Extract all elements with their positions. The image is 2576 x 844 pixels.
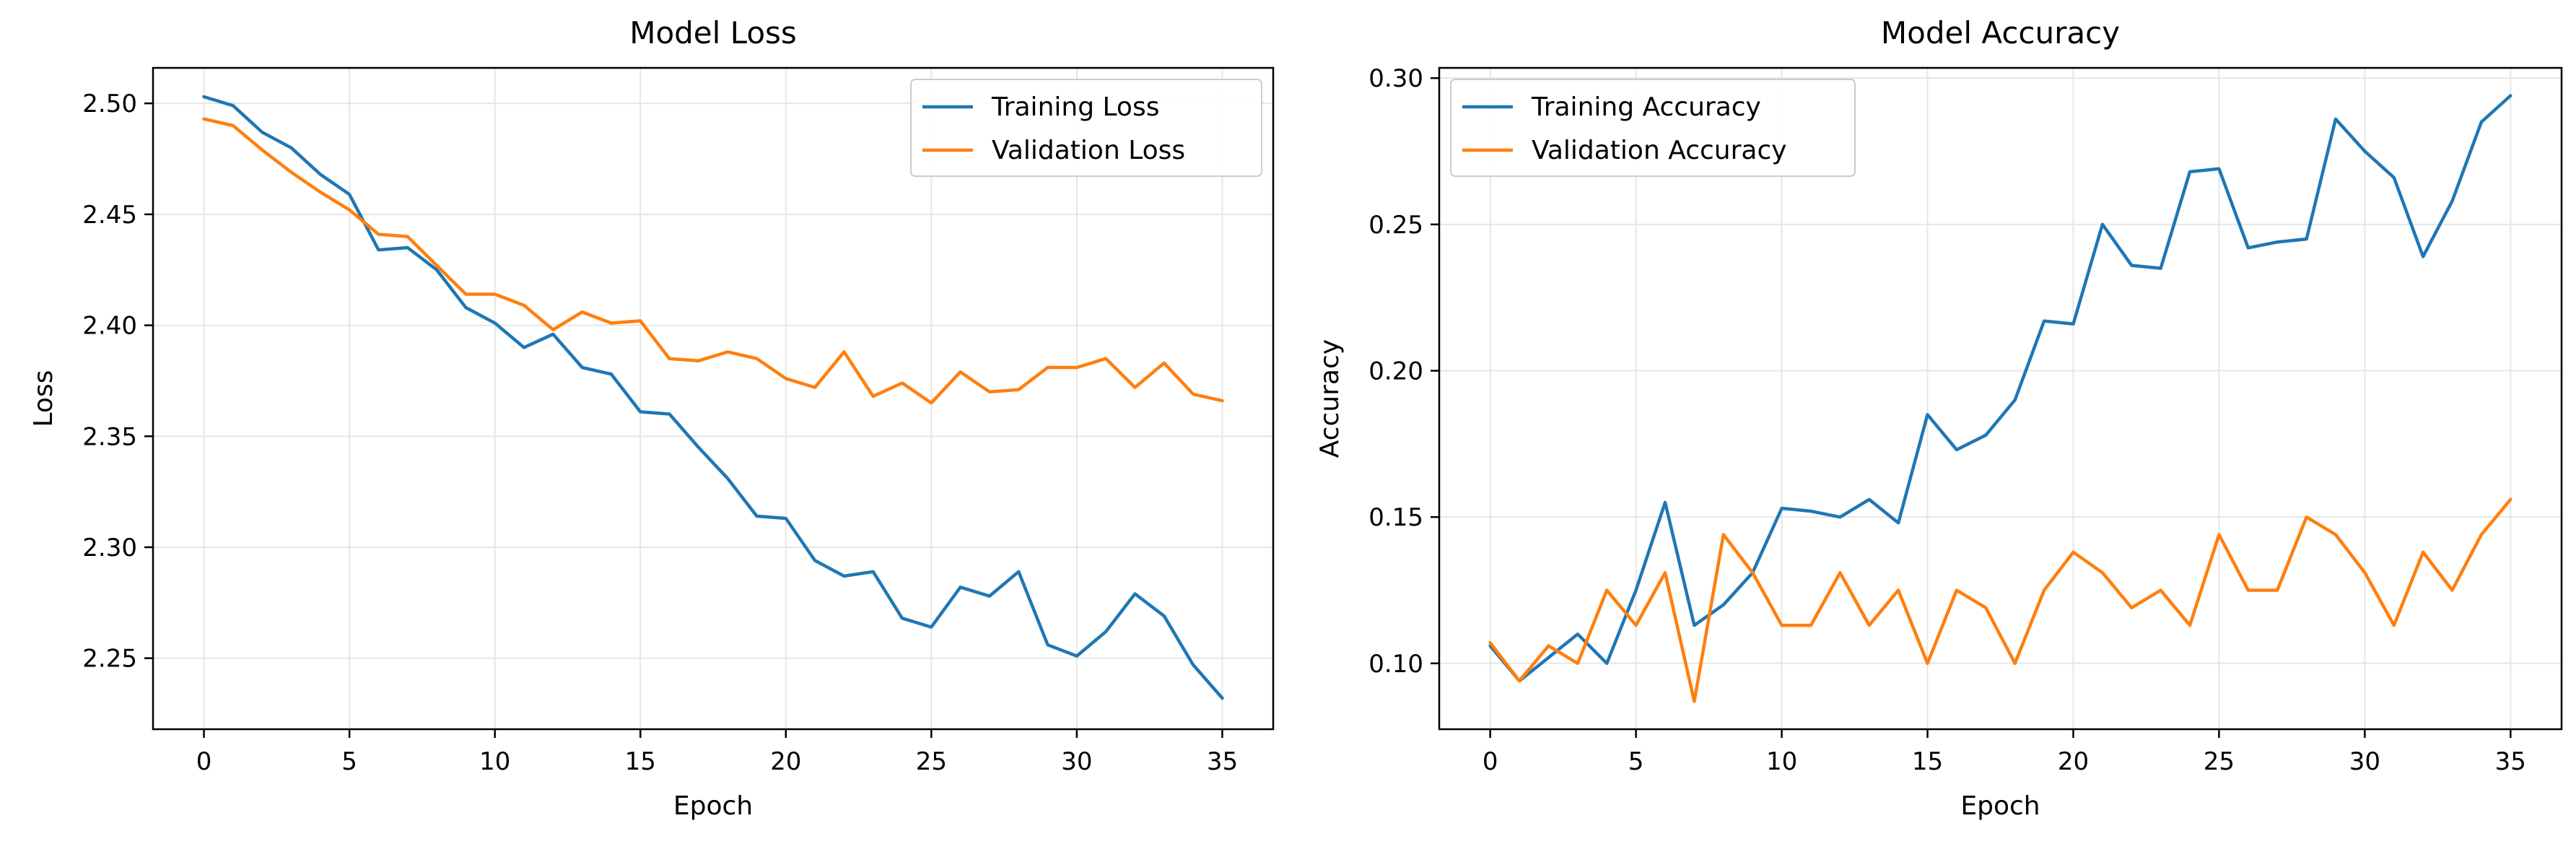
y-tick-label: 2.50 <box>82 90 137 118</box>
legend-label: Training Accuracy <box>1531 92 1761 122</box>
chart-title: Model Loss <box>629 15 797 51</box>
y-tick-label: 0.30 <box>1368 64 1423 93</box>
y-tick-label: 0.20 <box>1368 357 1423 386</box>
x-tick-label: 15 <box>625 747 656 776</box>
y-axis-label: Loss <box>29 370 58 427</box>
accuracy-chart: Model Accuracy Epoch Accuracy 0 5 10 15 20 25… <box>1315 15 2563 821</box>
legend-box <box>1450 79 1856 177</box>
legend-box <box>910 79 1262 177</box>
x-tick-label: 25 <box>916 747 947 776</box>
legend-label: Training Loss <box>991 92 1159 122</box>
legend-label: Validation Loss <box>992 136 1185 165</box>
y-tick-label: 0.25 <box>1368 211 1423 240</box>
legend: Training Loss Validation Loss <box>910 79 1262 177</box>
x-tick-label: 20 <box>770 747 801 776</box>
plot-frame <box>1438 66 2563 731</box>
x-tick-label: 5 <box>1628 747 1644 776</box>
x-tick-label: 35 <box>1207 747 1238 776</box>
legend: Training Accuracy Validation Accuracy <box>1450 79 1856 177</box>
y-tick-label: 2.45 <box>82 201 137 230</box>
legend-label: Validation Accuracy <box>1532 136 1787 165</box>
series-line-training-loss <box>202 95 1224 700</box>
y-axis-label: Accuracy <box>1315 339 1345 458</box>
grid <box>1439 68 2562 729</box>
y-tick-label: 2.35 <box>82 422 137 451</box>
x-tick-label: 35 <box>2495 747 2526 776</box>
series-line-training-accuracy <box>1488 94 2512 683</box>
y-tick-label: 2.25 <box>82 645 137 674</box>
y-tick-label: 2.40 <box>82 312 137 341</box>
x-tick-label: 20 <box>2058 747 2089 776</box>
x-tick-label: 30 <box>1061 747 1092 776</box>
x-tick-label: 15 <box>1912 747 1943 776</box>
y-tick-label: 0.15 <box>1368 503 1423 532</box>
x-tick-label: 5 <box>341 747 357 776</box>
x-tick-label: 0 <box>196 747 212 776</box>
x-axis-label: Epoch <box>673 791 753 821</box>
x-tick-label: 30 <box>2349 747 2380 776</box>
x-axis-label: Epoch <box>1960 791 2040 821</box>
x-tick-label: 10 <box>1766 747 1797 776</box>
ticks: 0 5 10 15 20 25 30 35 0.10 0.15 0.20 0.25 0.30 <box>1368 64 2526 776</box>
y-tick-label: 2.30 <box>82 534 137 562</box>
x-tick-label: 25 <box>2204 747 2235 776</box>
x-tick-label: 10 <box>479 747 510 776</box>
x-tick-label: 0 <box>1483 747 1498 776</box>
loss-chart: Model Loss Epoch Loss 0 5 10 15 20 25 30 35 2.25… <box>29 15 1275 821</box>
series-line-validation-loss <box>202 117 1224 405</box>
plot-frame <box>152 66 1275 731</box>
series-line-validation-accuracy <box>1488 497 2512 703</box>
ticks: 0 5 10 15 20 25 30 35 2.25 2.30 2.35 2.40 2.45 2.50 <box>82 90 1238 776</box>
chart-title: Model Accuracy <box>1881 15 2120 51</box>
y-tick-label: 0.10 <box>1368 650 1423 679</box>
